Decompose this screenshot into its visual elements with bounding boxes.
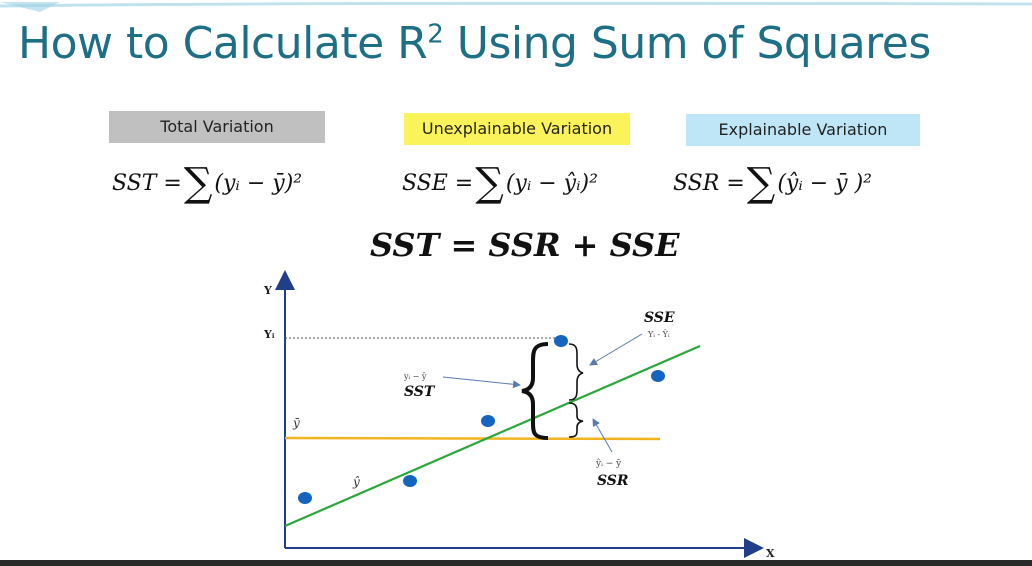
- sum-symbol-icon: ∑: [183, 160, 213, 206]
- sst-sub-label: yᵢ − ȳ: [403, 372, 427, 381]
- ssr-formula: SSR =∑(ŷᵢ − ȳ )²: [673, 160, 872, 206]
- ssr-formula-rhs: (ŷᵢ − ȳ )²: [777, 171, 872, 196]
- title-superscript: 2: [427, 19, 444, 50]
- sst-brace-icon: [521, 342, 549, 440]
- ssr-diagram-label: SSR: [597, 473, 629, 489]
- data-point: [298, 492, 312, 504]
- slide-title: How to Calculate R2 Using Sum of Squares: [18, 18, 931, 69]
- yhat-label: ŷ: [352, 475, 360, 489]
- sst-formula-rhs: (yᵢ − ȳ)²: [214, 171, 303, 196]
- x-axis-label: X: [766, 547, 775, 560]
- sse-formula-rhs: (yᵢ − ŷᵢ)²: [505, 171, 598, 196]
- unexplainable-variation-label: Unexplainable Variation: [404, 113, 630, 145]
- sst-arrow-icon: [442, 376, 521, 389]
- explainable-variation-label: Explainable Variation: [686, 114, 920, 146]
- title-rest: Using Sum of Squares: [443, 18, 932, 69]
- header-swoosh: [0, 1, 1032, 12]
- y-axis-label: Y: [263, 284, 272, 297]
- sst-formula-lhs: SST =: [112, 171, 182, 196]
- sse-brace-icon: [568, 343, 584, 401]
- ybar-label: ȳ: [292, 416, 300, 430]
- mean-line: [284, 436, 661, 441]
- sum-symbol-icon: ∑: [475, 160, 504, 206]
- ssr-brace-icon: [568, 402, 584, 438]
- title-main: How to Calculate R: [18, 18, 428, 69]
- sse-formula: SSE =∑(yᵢ − ŷᵢ)²: [402, 160, 598, 206]
- sse-arrow-icon: [589, 333, 643, 366]
- ssr-arrow-icon: [592, 418, 613, 453]
- sse-sub-label: Yᵢ - Ŷᵢ: [647, 330, 670, 339]
- sse-diagram-label: SSE: [644, 310, 675, 326]
- data-point: [403, 475, 417, 487]
- sum-symbol-icon: ∑: [746, 160, 776, 206]
- bottom-bar: [0, 560, 1032, 566]
- data-point: [651, 370, 665, 382]
- yi-label: Yᵢ: [263, 328, 275, 341]
- sst-formula: SST =∑(yᵢ − ȳ)²: [112, 160, 302, 206]
- data-point: [481, 415, 495, 427]
- sst-decomposition-equation: SST = SSR + SSE: [370, 226, 680, 264]
- ssr-formula-lhs: SSR =: [673, 171, 745, 196]
- sst-diagram-label: SST: [404, 384, 436, 400]
- data-point: [554, 335, 568, 347]
- total-variation-label: Total Variation: [109, 111, 325, 143]
- regression-line: [284, 344, 701, 528]
- ssr-sub-label: ŷᵢ − ȳ: [595, 458, 622, 469]
- sse-formula-lhs: SSE =: [402, 171, 474, 196]
